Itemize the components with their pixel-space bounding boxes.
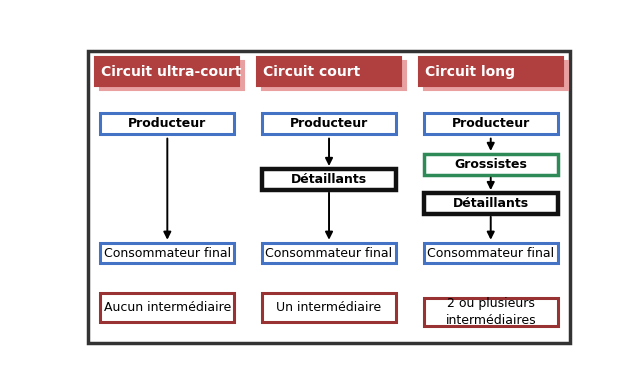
Bar [424,61,568,90]
Bar [419,57,563,86]
Bar [424,154,558,174]
Bar [262,169,396,190]
Text: Consommateur final: Consommateur final [427,247,554,260]
Text: Détaillants: Détaillants [453,197,529,210]
Text: Aucun intermédiaire: Aucun intermédiaire [104,301,231,314]
Bar [262,243,396,264]
Text: Circuit court: Circuit court [263,65,360,79]
Text: Grossistes: Grossistes [455,158,527,171]
Text: Détaillants: Détaillants [291,173,367,186]
Bar [424,243,558,264]
Bar [100,293,234,322]
Text: Circuit long: Circuit long [424,65,514,79]
Text: Producteur: Producteur [451,117,530,130]
Bar [262,61,406,90]
Bar [424,298,558,326]
Text: Producteur: Producteur [290,117,368,130]
Bar [100,113,234,134]
Bar [262,293,396,322]
Text: Circuit ultra-court: Circuit ultra-court [101,65,241,79]
Bar [424,113,558,134]
Bar [100,243,234,264]
Text: Consommateur final: Consommateur final [104,247,231,260]
Bar [424,193,558,214]
Text: Un intermédiaire: Un intermédiaire [277,301,381,314]
Bar [100,61,245,90]
Bar [257,57,401,86]
Bar [262,113,396,134]
Text: Consommateur final: Consommateur final [265,247,393,260]
Bar [95,57,239,86]
Text: 2 ou plusieurs
intermédiaires: 2 ou plusieurs intermédiaires [446,297,536,327]
Text: Producteur: Producteur [128,117,207,130]
